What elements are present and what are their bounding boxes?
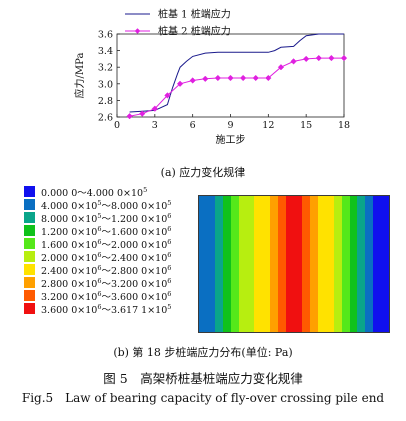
legend-swatch-7 — [24, 277, 35, 288]
legend-entry-4: 1.600 0×106～2.000 0×106 — [24, 237, 194, 251]
panel-a-caption: (a) 应力变化规律 — [160, 166, 246, 179]
legend-range-6: 2.400 0×106～2.800 0×106 — [41, 263, 172, 277]
legend-swatch-2 — [24, 212, 35, 223]
series-2-point-6 — [202, 75, 209, 82]
legend-entry-6: 2.400 0×106～2.800 0×106 — [24, 263, 194, 277]
legend-entry-1: 4.000 0×105～8.000 0×105 — [24, 198, 194, 212]
y-tick-label-1: 2.8 — [98, 96, 113, 107]
series-2-point-15 — [315, 54, 322, 62]
legend-entry-9: 3.600 0×106～3.617 1×105 — [24, 302, 194, 316]
contour-band-13 — [301, 196, 310, 332]
series-2-point-7 — [214, 74, 222, 82]
series-2-point-2 — [151, 105, 158, 112]
legend-swatch-4 — [24, 238, 35, 249]
figure-caption-en: Fig.5 Law of bearing capacity of fly-ove… — [21, 391, 385, 405]
x-axis-label: 施工步 — [216, 133, 246, 146]
series-2-point-3 — [164, 92, 171, 99]
series-2-point-5 — [189, 77, 196, 84]
series-2-point-0 — [126, 113, 133, 120]
series-2-point-11 — [265, 74, 272, 82]
contour-band-0 — [199, 196, 207, 332]
series-line-1 — [129, 33, 344, 113]
contour-band-15 — [317, 196, 326, 332]
series-2-point-16 — [328, 54, 335, 62]
legend-swatch-9 — [24, 303, 35, 314]
y-tick-label-5: 3.6 — [98, 30, 113, 41]
contour-band-23 — [381, 196, 390, 332]
y-tick-label-0: 2.6 — [98, 113, 113, 124]
contour-band-4 — [230, 196, 239, 332]
legend-marker-2 — [134, 28, 141, 34]
series-2-point-14 — [303, 55, 310, 63]
x-tick-label-1: 3 — [152, 120, 158, 131]
contour-band-19 — [349, 196, 358, 332]
contour-band-8 — [262, 196, 271, 332]
legend-label-1: 桩基 1 桩端应力 — [158, 8, 231, 21]
legend-swatch-6 — [24, 264, 35, 275]
legend-range-9: 3.600 0×106～3.617 1×105 — [41, 302, 172, 316]
contour-band-14 — [309, 196, 318, 332]
y-tick-label-2: 3.0 — [98, 79, 113, 90]
x-tick-label-3: 9 — [227, 120, 233, 131]
contour-band-5 — [238, 196, 247, 332]
stress-distribution-legend: 0.000 0～4.000 0×105 4.000 0×105～8.000 0×1… — [24, 185, 194, 316]
legend-swatch-3 — [24, 225, 35, 236]
y-axis-label: 应力/MPa — [73, 53, 86, 99]
y-tick-label-3: 3.2 — [98, 63, 113, 74]
series-2-point-12 — [277, 64, 285, 71]
legend-swatch-5 — [24, 251, 35, 262]
contour-band-12 — [294, 196, 302, 332]
panel-b-caption: (b) 第 18 步桩端应力分布(单位: Pa) — [113, 346, 293, 359]
contour-band-16 — [325, 196, 334, 332]
legend-range-4: 1.600 0×106～2.000 0×106 — [41, 237, 172, 251]
stress-line-chart: 0 3 6 9 12 15 18 2.6 2.8 3.0 3.2 3.4 3.6 施工步 应力/MPa 桩基 … — [73, 8, 350, 147]
contour-band-3 — [222, 196, 231, 332]
contour-band-22 — [373, 196, 382, 332]
contour-band-1 — [206, 196, 215, 332]
legend-range-0: 0.000 0～4.000 0×105 — [41, 185, 148, 199]
legend-range-8: 3.200 0×106～3.600 0×106 — [41, 289, 172, 303]
legend-swatch-1 — [24, 199, 35, 210]
contour-band-6 — [246, 196, 255, 332]
legend-range-1: 4.000 0×105～8.000 0×105 — [41, 198, 172, 212]
series-2-point-9 — [239, 74, 247, 82]
legend-range-3: 1.200 0×106～1.600 0×106 — [41, 224, 172, 238]
x-tick-label-6: 18 — [338, 120, 350, 131]
contour-band-2 — [214, 196, 223, 332]
contour-band-11 — [286, 196, 295, 332]
legend-entry-7: 2.800 0×106～3.200 0×106 — [24, 276, 194, 290]
series-2-point-8 — [227, 74, 234, 82]
pile-end-stress-contour — [198, 195, 390, 333]
series-2-point-10 — [252, 74, 259, 82]
legend-entry-0: 0.000 0～4.000 0×105 — [24, 185, 194, 199]
legend-range-2: 8.000 0×105～1.200 0×106 — [41, 211, 172, 225]
contour-band-18 — [341, 196, 350, 332]
legend-entry-8: 3.200 0×106～3.600 0×106 — [24, 289, 194, 303]
series-2-point-4 — [176, 80, 184, 87]
contour-band-20 — [357, 196, 366, 332]
legend-entry-5: 2.000 0×106～2.400 0×106 — [24, 250, 194, 264]
x-tick-label-0: 0 — [114, 120, 120, 131]
contour-band-21 — [365, 196, 374, 332]
x-tick-label-4: 12 — [262, 120, 274, 131]
x-tick-label-2: 6 — [190, 120, 196, 131]
legend-entry-3: 1.200 0×106～1.600 0×106 — [24, 224, 194, 238]
y-tick-label-4: 3.4 — [98, 46, 113, 57]
contour-band-7 — [254, 196, 263, 332]
figure-caption-cn: 图 5 高架桥桩基桩端应力变化规律 — [103, 371, 303, 386]
contour-band-9 — [270, 196, 279, 332]
series-2-point-1 — [139, 110, 146, 117]
contour-band-17 — [333, 196, 342, 332]
series-2-point-17 — [340, 54, 348, 62]
legend-entry-2: 8.000 0×105～1.200 0×106 — [24, 211, 194, 225]
x-tick-label-5: 15 — [300, 120, 312, 131]
series-2-point-13 — [290, 58, 297, 65]
legend-swatch-8 — [24, 290, 35, 301]
contour-band-10 — [278, 196, 287, 332]
legend-label-2: 桩基 2 桩端应力 — [158, 25, 231, 38]
legend-range-5: 2.000 0×106～2.400 0×106 — [41, 250, 172, 264]
legend-range-7: 2.800 0×106～3.200 0×106 — [41, 276, 172, 290]
legend-swatch-0 — [24, 186, 35, 197]
